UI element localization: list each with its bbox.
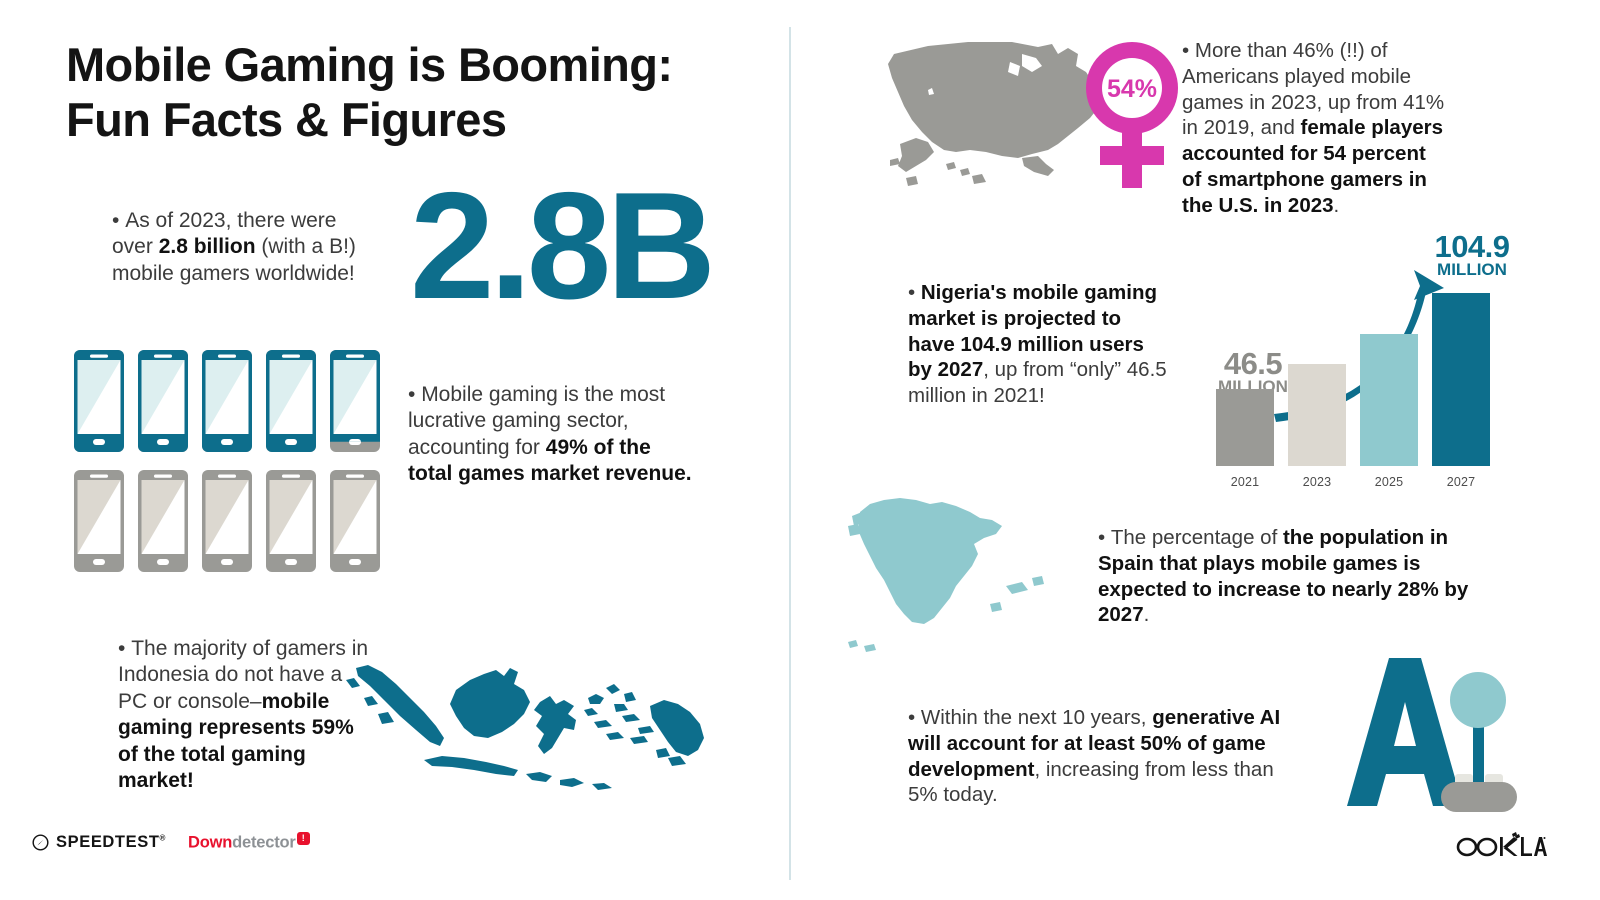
- spain-map-icon: [846, 482, 1061, 662]
- chart-x-label: 2027: [1446, 475, 1476, 489]
- phone-icon: [74, 350, 124, 452]
- page-title-line-2: Fun Facts & Figures: [66, 92, 507, 146]
- bullet-dot: •: [112, 209, 126, 232]
- united-states-map-icon: [872, 32, 1140, 200]
- footer-logos: SPEEDTEST® Downdetector!: [32, 832, 310, 853]
- nigeria-users-bar-chart: 46.5 MILLION 104.9 MILLION 2021 2023 2025 2…: [1208, 229, 1518, 491]
- phone-icon: [266, 470, 316, 572]
- column-divider: [789, 27, 791, 880]
- bullet-indonesia-bold: mobile gaming represents 59% of the tota…: [118, 689, 354, 793]
- bullet-usa-players: • More than 46% (!!) of Americans played…: [1182, 38, 1450, 219]
- bullet-revenue-pre: Mobile gaming is the most lucrative gami…: [408, 383, 666, 459]
- phone-icon: [330, 470, 380, 572]
- phone-icon: [74, 470, 124, 572]
- bullet-nigeria-post: , up from “only” 46.5 million in 2021!: [908, 358, 1167, 408]
- bullet-gamers-pre: As of 2023, there were over: [112, 209, 337, 259]
- bullet-dot: •: [118, 637, 132, 660]
- chart-x-label: 2025: [1374, 475, 1404, 489]
- chart-annotation-2021-value: 46.5: [1223, 346, 1283, 381]
- phone-icon: [330, 350, 380, 452]
- bullet-dot: •: [908, 706, 921, 729]
- phone-pictogram: [74, 350, 384, 572]
- chart-annotation-2027-value: 104.9: [1434, 229, 1510, 264]
- speedtest-registered-mark: ®: [159, 833, 167, 843]
- bullet-spain: • The percentage of the population in Sp…: [1098, 525, 1470, 628]
- bullet-ai-pre: Within the next 10 years,: [920, 706, 1153, 729]
- bullet-gamers-worldwide: • As of 2023, there were over 2.8 billio…: [112, 208, 382, 287]
- bullet-usa-post: .: [1333, 193, 1340, 217]
- downdetector-down: Down: [188, 833, 233, 852]
- downdetector-alert-badge: !: [296, 832, 310, 845]
- chart-bar: [1288, 364, 1346, 466]
- bullet-revenue-bold: 49% of the total games market revenue.: [408, 435, 692, 486]
- bullet-indonesia-pre: The majority of gamers in Indonesia do n…: [118, 637, 369, 713]
- bullet-gamers-post: (with a B!) mobile gamers worldwide!: [112, 235, 356, 285]
- speedometer-icon: [32, 834, 49, 851]
- downdetector-logo: Downdetector!: [188, 832, 310, 853]
- bullet-usa-bold: female players accounted for 54 percent …: [1182, 116, 1443, 217]
- svg-text:54%: 54%: [1107, 75, 1157, 103]
- phone-icon: [202, 350, 252, 452]
- indonesia-map-icon: [338, 650, 710, 800]
- chart-bar: [1216, 389, 1274, 466]
- bullet-usa-pre: More than 46% (!!) of Americans played m…: [1182, 39, 1445, 140]
- bullet-spain-bold: the population in Spain that plays mobil…: [1098, 526, 1469, 627]
- big-stat-2-8b: 2.8B: [410, 161, 716, 331]
- phone-icon: [138, 470, 188, 572]
- chart-annotation-2027: 104.9 MILLION: [1426, 229, 1518, 279]
- bullet-market-revenue: • Mobile gaming is the most lucrative ga…: [408, 382, 698, 488]
- ai-joystick-icon: [1345, 652, 1517, 812]
- chart-annotation-2027-unit: MILLION: [1437, 259, 1507, 279]
- speedtest-wordmark: SPEEDTEST®: [56, 832, 167, 851]
- bullet-dot: •: [908, 281, 921, 304]
- phone-icon: [138, 350, 188, 452]
- phone-icon: [202, 470, 252, 572]
- chart-annotation-2021: 46.5 MILLION: [1210, 346, 1296, 394]
- chart-bar: [1432, 293, 1490, 466]
- bullet-ai-bold: generative AI will account for at least …: [908, 706, 1281, 781]
- page-title: Mobile Gaming is Booming: Fun Facts & Fig…: [66, 38, 766, 147]
- page-title-line-1: Mobile Gaming is Booming:: [66, 38, 673, 91]
- bullet-indonesia: • The majority of gamers in Indonesia do…: [118, 636, 373, 795]
- bullet-dot: •: [1098, 526, 1111, 549]
- chart-x-label: 2023: [1302, 475, 1332, 489]
- bullet-spain-post: .: [1143, 603, 1150, 627]
- bullet-dot: •: [408, 383, 422, 406]
- speedtest-logo: SPEEDTEST®: [32, 833, 166, 852]
- phone-icon: [266, 350, 316, 452]
- bullet-nigeria: • Nigeria's mobile gaming market is proj…: [908, 280, 1170, 409]
- bullet-gamers-bold: 2.8 billion: [158, 235, 256, 259]
- ookla-logo: [1455, 830, 1547, 858]
- bullet-generative-ai: • Within the next 10 years, generative A…: [908, 705, 1300, 808]
- downdetector-detector: detector: [232, 833, 296, 852]
- bullet-dot: •: [1182, 39, 1195, 62]
- chart-bar: [1360, 334, 1418, 466]
- chart-x-label: 2021: [1230, 475, 1260, 489]
- bullet-ai-post: , increasing from less than 5% today.: [908, 757, 1274, 807]
- bullet-nigeria-bold: Nigeria's mobile gaming market is projec…: [908, 281, 1157, 382]
- bullet-spain-pre: The percentage of: [1110, 526, 1283, 549]
- female-venus-symbol-icon: 54%: [1084, 40, 1180, 192]
